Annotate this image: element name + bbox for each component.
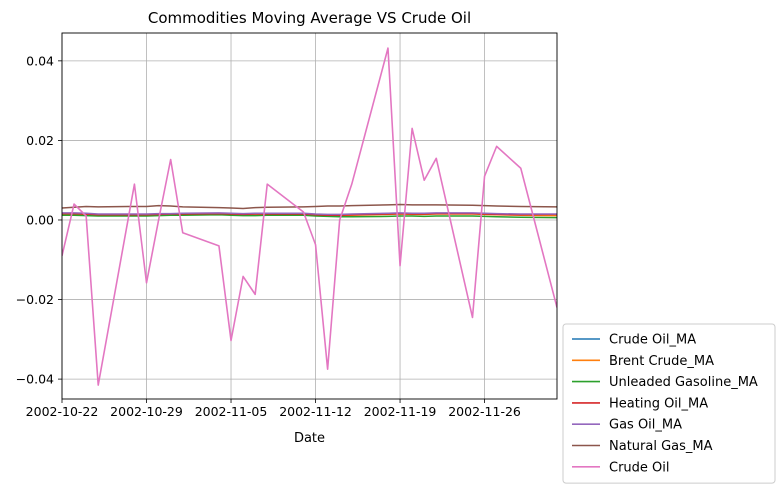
x-axis-label: Date (294, 431, 325, 446)
y-tick-label: 0.02 (26, 133, 54, 148)
x-tick-label: 2002-10-22 (26, 404, 99, 419)
series-line-natural-gas-ma (62, 203, 557, 210)
chart-title: Commodities Moving Average VS Crude Oil (148, 9, 471, 27)
legend-label: Crude Oil (609, 460, 670, 475)
plot-frame (61, 32, 558, 400)
y-tick-label: −0.04 (16, 372, 54, 387)
y-tick-label: 0.04 (26, 53, 54, 68)
y-axis: −0.04 −0.02 0.00 0.02 0.04 (16, 53, 62, 387)
legend-label: Gas Oil_MA (609, 418, 682, 433)
plot-area (62, 47, 557, 386)
legend-label: Crude Oil_MA (609, 333, 696, 348)
series-line-unleaded-gasoline-ma (62, 214, 557, 219)
x-tick-label: 2002-11-26 (448, 404, 521, 419)
x-axis: 2002-10-22 2002-10-29 2002-11-05 2002-11-12… (26, 399, 521, 419)
y-tick-label: −0.02 (16, 292, 54, 307)
series-line-crude-oil (62, 47, 557, 386)
legend-label: Natural Gas_MA (609, 439, 713, 454)
x-tick-label: 2002-10-29 (110, 404, 183, 419)
x-tick-label: 2002-11-05 (195, 404, 268, 419)
legend-label: Unleaded Gasoline_MA (609, 375, 758, 390)
x-tick-label: 2002-11-19 (364, 404, 437, 419)
legend-label: Brent Crude_MA (609, 354, 714, 369)
legend: Crude Oil_MA Brent Crude_MA Unleaded Gasol… (562, 323, 776, 484)
y-tick-label: 0.00 (26, 212, 54, 227)
legend-label: Heating Oil_MA (609, 396, 708, 411)
x-tick-label: 2002-11-12 (279, 404, 352, 419)
legend-box (562, 323, 776, 484)
